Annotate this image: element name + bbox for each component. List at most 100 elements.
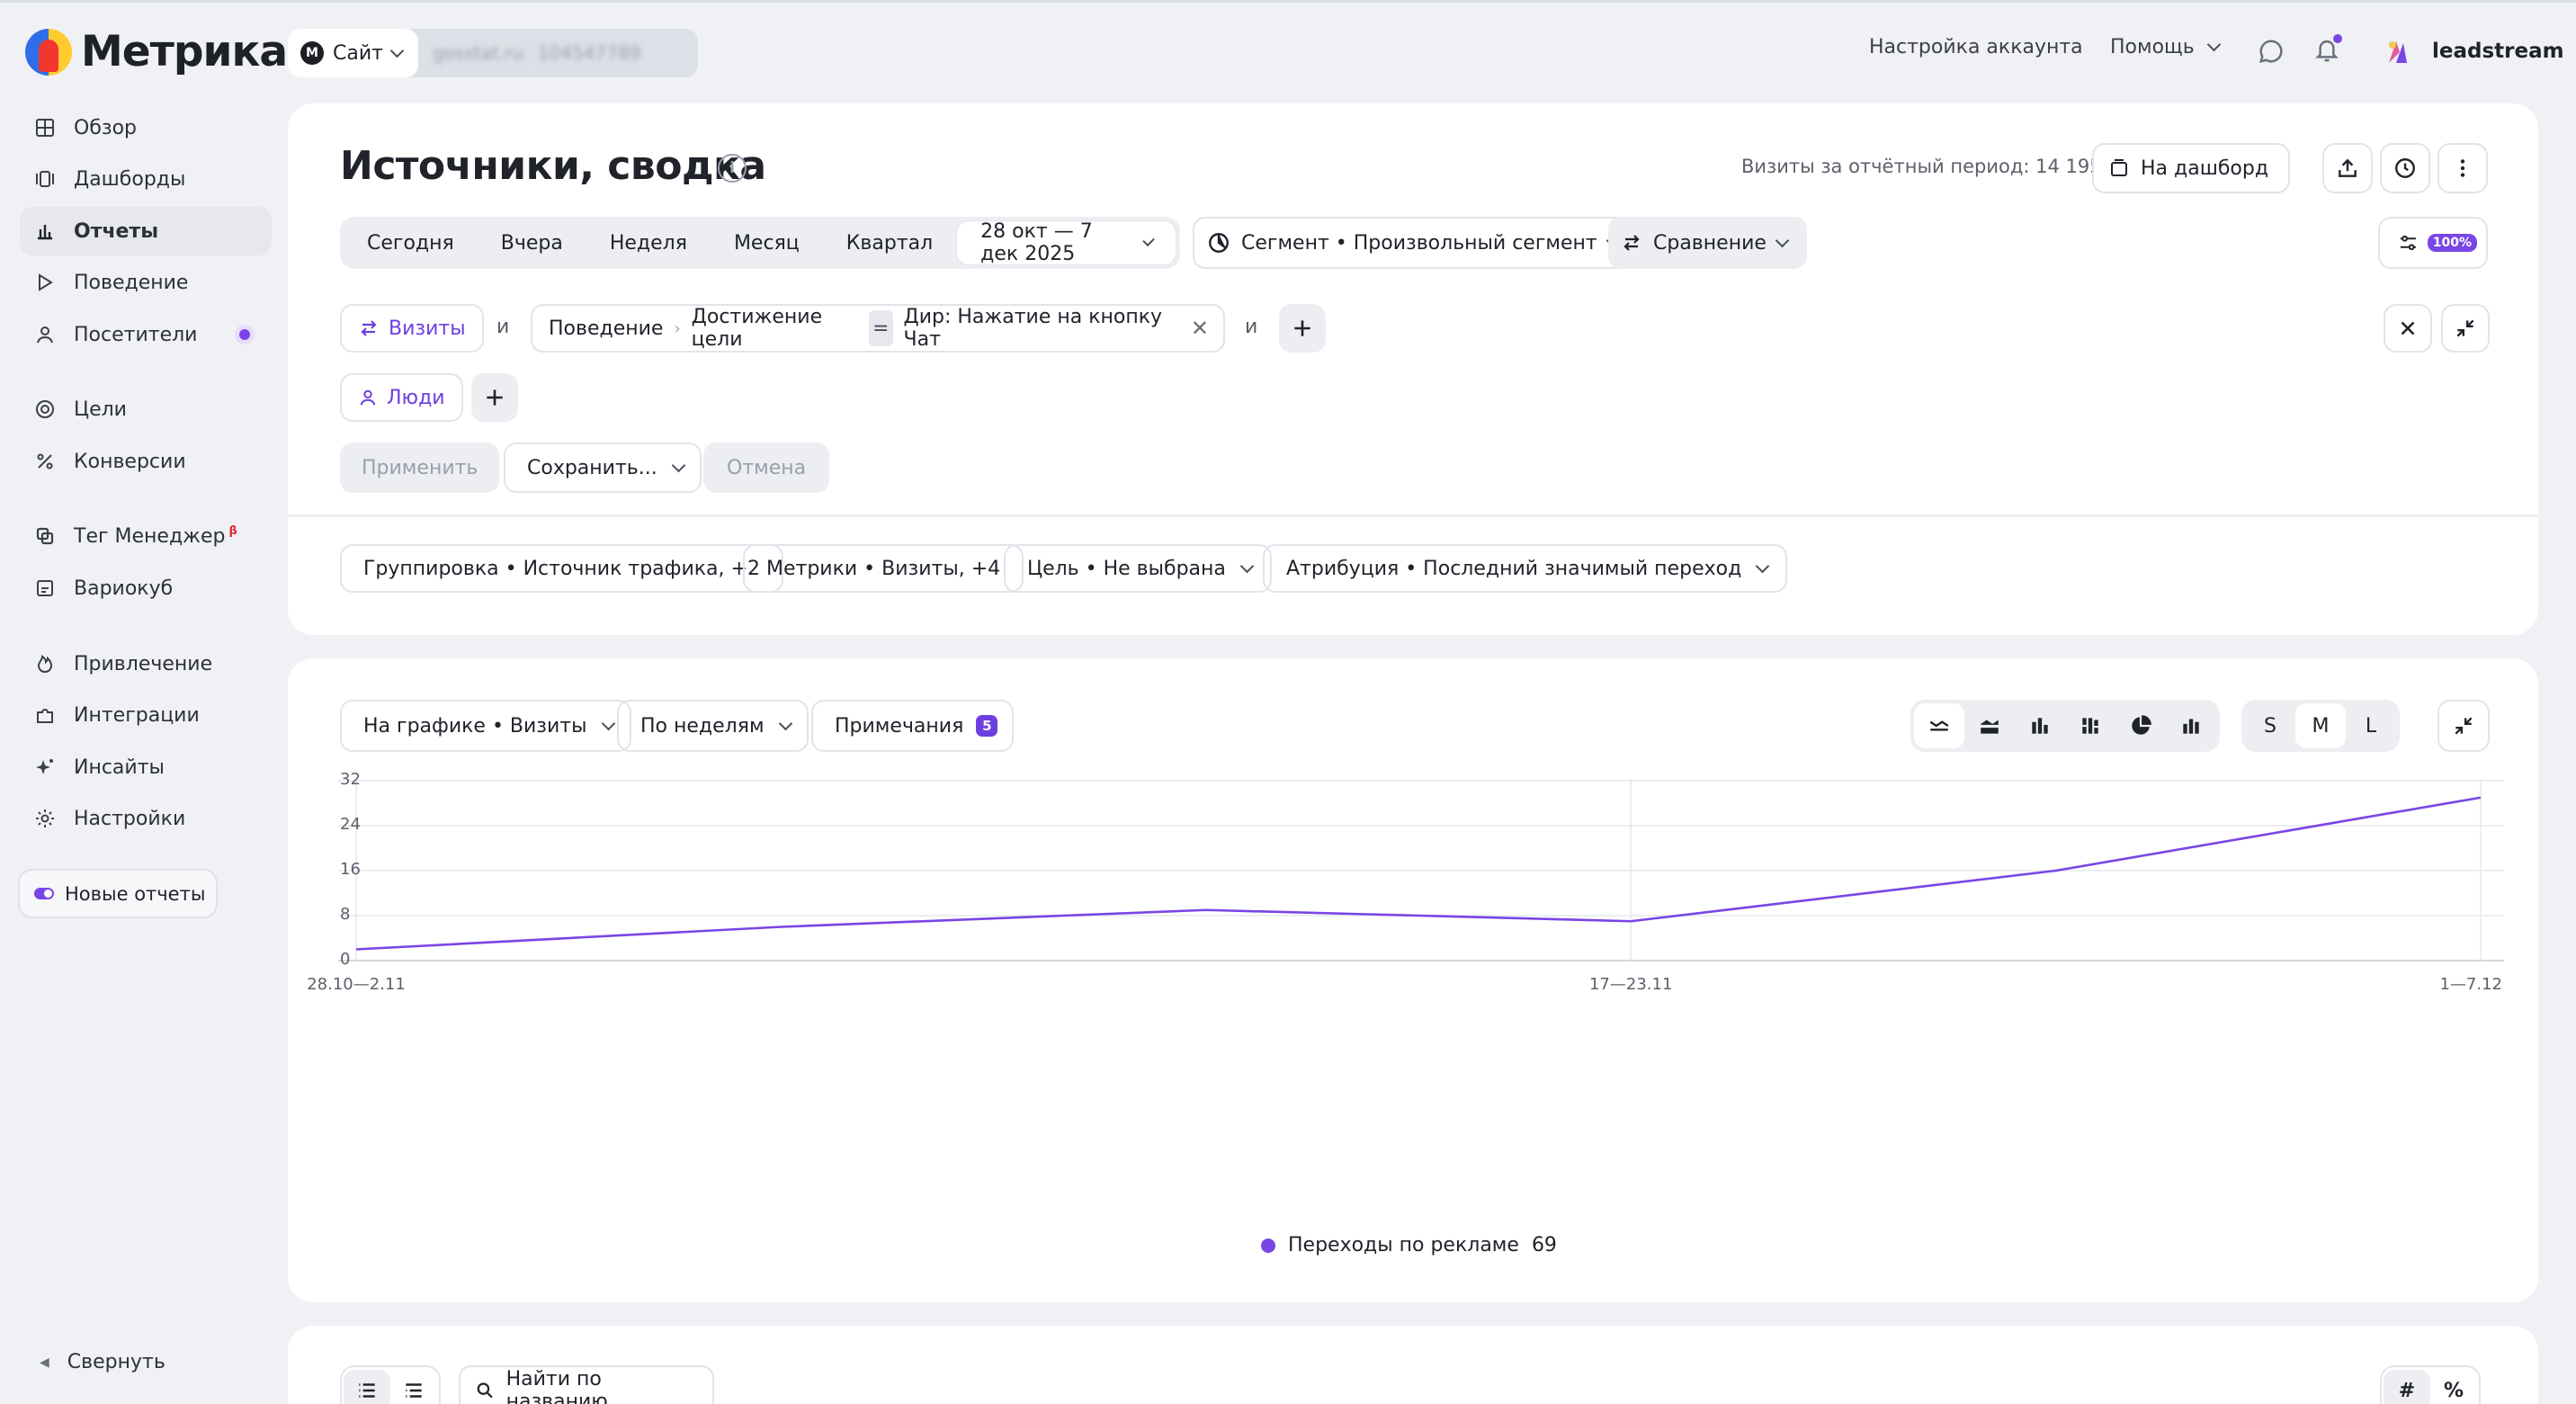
chart-metric-dropdown[interactable]: На графике • Визиты xyxy=(340,700,631,752)
chart-type-columns[interactable] xyxy=(2166,703,2216,748)
date-range-picker[interactable]: 28 окт — 7 дек 2025 xyxy=(956,220,1176,265)
chart-type-stacked[interactable] xyxy=(2065,703,2115,748)
value-mode-selector: # % xyxy=(2380,1365,2481,1404)
people-filter-chip[interactable]: Люди xyxy=(340,373,463,422)
data-point[interactable] xyxy=(353,947,359,952)
series-line[interactable] xyxy=(355,796,2482,951)
sidebar-item-label: Конверсии xyxy=(74,450,186,473)
chart-type-area[interactable] xyxy=(1964,703,2015,748)
size-l[interactable]: L xyxy=(2365,714,2377,738)
close-icon[interactable]: ✕ xyxy=(1190,316,1209,341)
data-point[interactable] xyxy=(1628,918,1633,924)
chevron-down-icon xyxy=(389,43,405,58)
data-point[interactable] xyxy=(2478,795,2483,800)
sidebar-item-goals[interactable]: Цели xyxy=(20,385,272,434)
sidebar-item-behavior[interactable]: Поведение xyxy=(20,258,272,307)
search-input[interactable]: Найти по названию xyxy=(459,1365,714,1404)
dashboard-icon xyxy=(2111,159,2127,176)
period-quarter[interactable]: Квартал xyxy=(845,231,934,255)
save-dropdown[interactable]: Сохранить... xyxy=(504,443,702,493)
collapse-sidebar-button[interactable]: ◀ Свернуть xyxy=(40,1351,165,1373)
attribution-dropdown[interactable]: Атрибуция • Последний значимый переход xyxy=(1263,544,1788,593)
new-reports-toggle[interactable]: Новые отчеты xyxy=(18,869,218,918)
collapse-chart-button[interactable] xyxy=(2437,700,2490,752)
flat-list-view[interactable] xyxy=(344,1370,390,1404)
sidebar-item-overview[interactable]: Обзор xyxy=(20,103,272,152)
search-icon xyxy=(477,1382,493,1399)
visits-filter-chip[interactable]: Визиты xyxy=(340,304,484,353)
history-button[interactable] xyxy=(2380,143,2430,193)
segment-dropdown[interactable]: Сегмент • Произвольный сегмент xyxy=(1193,217,1638,269)
sidebar-item-dashboards[interactable]: Дашборды xyxy=(20,155,272,203)
data-point[interactable] xyxy=(2053,868,2059,873)
segment-label: Сегмент • Произвольный сегмент xyxy=(1241,231,1597,255)
percent-values[interactable]: % xyxy=(2443,1379,2464,1402)
sidebar-item-reports[interactable]: Отчеты xyxy=(20,207,272,255)
upload-icon xyxy=(2339,158,2357,177)
info-icon[interactable]: i xyxy=(718,154,747,183)
period-today[interactable]: Сегодня xyxy=(367,231,454,255)
tag-manager-icon xyxy=(34,525,56,547)
metrics-dropdown[interactable]: Метрики • Визиты, +4 xyxy=(743,544,1024,593)
sidebar-item-label: Настройки xyxy=(74,807,186,830)
person-icon xyxy=(360,389,376,406)
tree-view[interactable] xyxy=(390,1370,437,1404)
equals-operator[interactable]: = xyxy=(868,310,893,346)
notifications-icon[interactable] xyxy=(2313,34,2342,65)
sidebar-item-tag-manager[interactable]: Тег Менеджер β xyxy=(20,512,272,560)
add-filter-button[interactable] xyxy=(1279,304,1326,353)
cancel-button[interactable]: Отмена xyxy=(703,443,830,493)
chart-type-line[interactable] xyxy=(1914,703,1964,748)
user-menu[interactable]: leadstream xyxy=(2384,36,2564,67)
chart-type-pie[interactable] xyxy=(2115,703,2166,748)
sidebar-item-insights[interactable]: Инсайты xyxy=(20,743,272,791)
period-week[interactable]: Неделя xyxy=(609,231,687,255)
gear-icon xyxy=(34,808,56,829)
behavior-goal-filter[interactable]: Поведение › Достижение цели = Дир: Нажат… xyxy=(531,304,1225,353)
to-dashboard-button[interactable]: На дашборд xyxy=(2092,143,2291,193)
and-separator: и xyxy=(1245,316,1258,338)
goal-dropdown[interactable]: Цель • Не выбрана xyxy=(1004,544,1272,593)
comparison-dropdown[interactable]: Сравнение xyxy=(1608,217,1807,269)
period-month[interactable]: Месяц xyxy=(733,231,800,255)
period-yesterday[interactable]: Вчера xyxy=(500,231,563,255)
data-point[interactable] xyxy=(778,925,783,930)
chart-type-bar[interactable] xyxy=(2015,703,2065,748)
sidebar-item-label: Дашборды xyxy=(74,167,186,191)
site-label: Сайт xyxy=(333,41,383,65)
absolute-values[interactable]: # xyxy=(2384,1370,2430,1404)
data-point[interactable] xyxy=(1203,908,1209,913)
sidebar-item-label: Привлечение xyxy=(74,652,213,675)
sidebar-item-integrations[interactable]: Интеграции xyxy=(20,691,272,739)
account-settings-link[interactable]: Настройка аккаунта xyxy=(1869,36,2083,58)
chart-legend[interactable]: Переходы по рекламе 69 xyxy=(1261,1234,1557,1256)
sidebar-item-settings[interactable]: Настройки xyxy=(20,794,272,843)
size-s[interactable]: S xyxy=(2264,714,2276,738)
collapse-filters-button[interactable] xyxy=(2441,304,2490,353)
sidebar-item-variocube[interactable]: Вариокуб xyxy=(20,564,272,613)
granularity-dropdown[interactable]: По неделям xyxy=(617,700,809,752)
clear-filters-button[interactable] xyxy=(2384,304,2432,353)
site-dropdown-button[interactable]: M Сайт xyxy=(288,29,418,77)
legend-series-name: Переходы по рекламе xyxy=(1288,1234,1519,1256)
grouping-dropdown[interactable]: Группировка • Источник трафика, +2 xyxy=(340,544,783,593)
chat-icon[interactable] xyxy=(2258,38,2285,65)
period-selector: Сегодня Вчера Неделя Месяц Квартал 28 ок… xyxy=(340,217,1180,269)
help-menu[interactable]: Помощь xyxy=(2110,36,2222,58)
metrika-logo-icon xyxy=(25,28,72,76)
view-settings-button[interactable]: 100% xyxy=(2378,217,2488,269)
sidebar-item-conversions[interactable]: Конверсии xyxy=(20,437,272,486)
apply-button[interactable]: Применить xyxy=(340,443,500,493)
y-tick-label: 8 xyxy=(340,905,351,924)
more-button[interactable] xyxy=(2437,143,2488,193)
export-button[interactable] xyxy=(2322,143,2373,193)
fire-icon xyxy=(34,653,56,675)
notes-button[interactable]: Примечания 5 xyxy=(811,700,1015,752)
metrika-logo[interactable]: Метрика xyxy=(25,27,288,76)
sidebar-item-acquisition[interactable]: Привлечение xyxy=(20,639,272,688)
sidebar-item-visitors[interactable]: Посетители xyxy=(20,310,272,359)
site-selector[interactable]: M Сайт gosstat.ru 104547789 xyxy=(288,29,698,77)
chevron-down-icon xyxy=(1775,233,1790,247)
size-m[interactable]: M xyxy=(2295,703,2346,748)
add-people-filter-button[interactable] xyxy=(471,373,518,422)
